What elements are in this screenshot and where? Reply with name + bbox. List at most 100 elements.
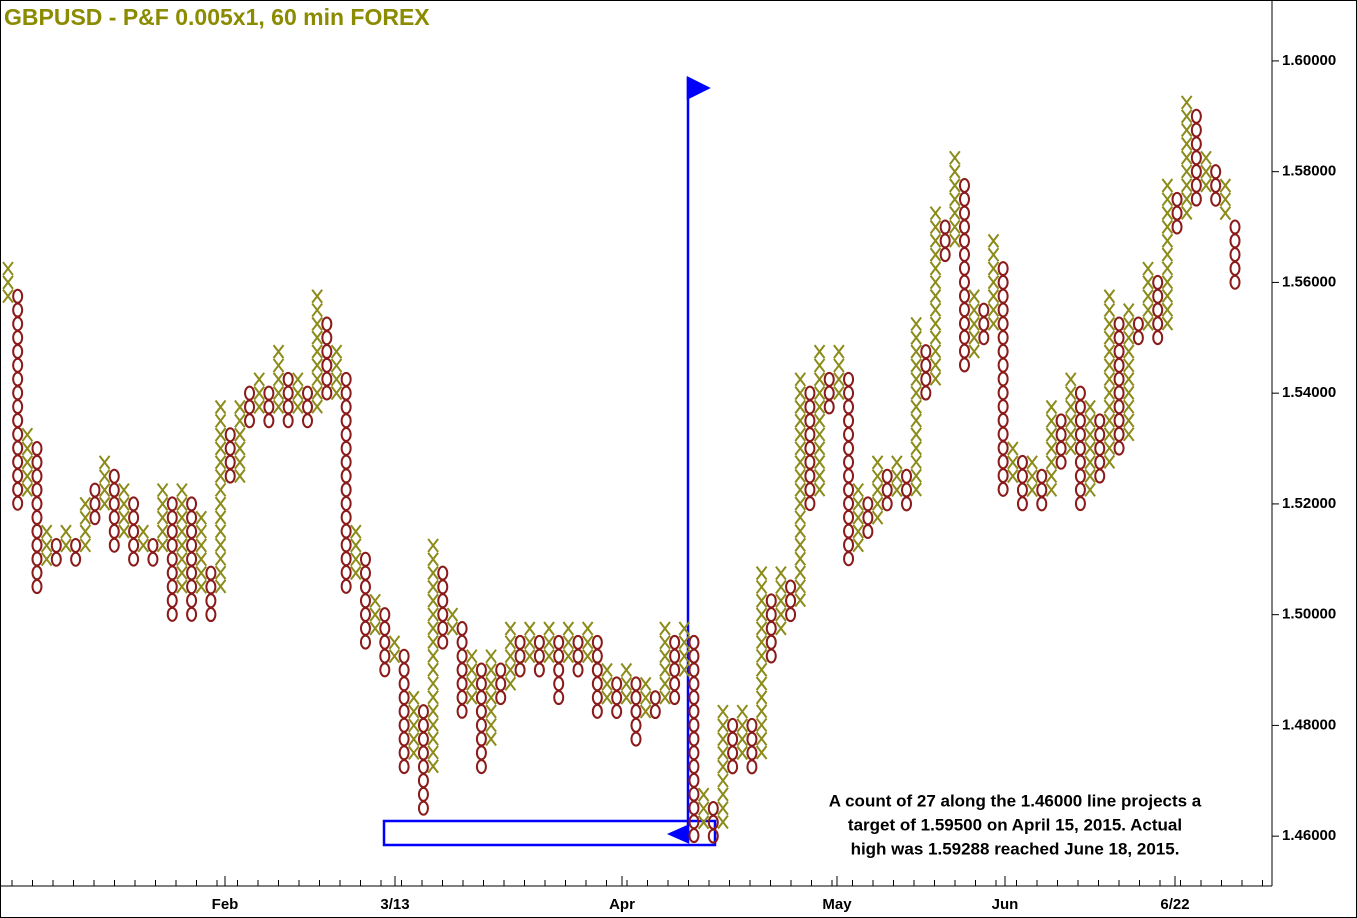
x-column: [504, 621, 517, 691]
o-column: [379, 607, 391, 678]
x-box: [543, 635, 555, 650]
o-box: [1210, 191, 1222, 207]
x-box: [427, 621, 439, 636]
o-box: [997, 481, 1009, 497]
o-column: [746, 717, 758, 775]
x-column: [369, 593, 381, 636]
x-box: [1103, 371, 1116, 387]
x-box: [1045, 441, 1058, 456]
x-box: [775, 579, 787, 595]
x-box: [350, 552, 362, 567]
x-box: [852, 482, 864, 498]
o-box: [572, 662, 584, 678]
x-box: [1103, 330, 1116, 345]
x-box: [407, 732, 420, 747]
x-box: [21, 427, 34, 442]
x-box: [311, 385, 323, 400]
x-box: [1122, 413, 1135, 428]
x-column: [292, 372, 304, 415]
x-box: [871, 482, 884, 498]
x-box: [987, 316, 1000, 331]
o-box: [475, 759, 487, 775]
x-box: [234, 427, 246, 442]
x-box: [1084, 455, 1096, 470]
x-box: [813, 454, 826, 470]
x-box: [987, 247, 1000, 262]
x-box: [427, 607, 439, 622]
x-box: [214, 524, 227, 539]
o-column: [1132, 316, 1144, 346]
o-box: [205, 607, 217, 623]
o-column: [321, 316, 333, 401]
x-box: [2, 275, 14, 290]
o-box: [958, 357, 970, 373]
x-column: [253, 372, 265, 415]
x-box: [871, 469, 884, 484]
x-box: [678, 662, 691, 678]
x-box: [311, 358, 323, 373]
x-box: [234, 413, 246, 428]
x-box: [968, 302, 980, 318]
x-box: [736, 704, 749, 719]
x-box: [176, 538, 188, 553]
x-box: [427, 690, 439, 705]
x-box: [794, 427, 807, 442]
o-column: [224, 427, 236, 484]
x-box: [755, 745, 768, 760]
x-box: [581, 635, 594, 650]
x-box: [659, 635, 671, 650]
x-box: [195, 565, 208, 581]
x-box: [1103, 427, 1116, 442]
o-column: [1152, 274, 1164, 346]
x-box: [968, 289, 980, 304]
x-box: [485, 662, 497, 678]
o-box: [746, 759, 758, 775]
x-box: [1084, 482, 1096, 497]
x-box: [330, 372, 343, 387]
x-box: [659, 676, 671, 691]
o-column: [1094, 413, 1106, 484]
o-box: [862, 524, 874, 540]
x-box: [98, 482, 111, 498]
x-box: [1045, 427, 1058, 442]
x-column: [388, 635, 401, 664]
o-column: [147, 537, 159, 567]
x-box: [272, 344, 285, 359]
x-box: [813, 372, 826, 387]
x-box: [156, 524, 169, 539]
x-box: [717, 801, 729, 816]
x-box: [697, 787, 710, 802]
x-box: [523, 621, 536, 636]
x-box: [214, 413, 227, 428]
x-box: [852, 524, 864, 539]
x-box: [1122, 399, 1135, 414]
x-box: [427, 579, 439, 594]
x-box: [1064, 441, 1077, 456]
o-box: [1171, 219, 1183, 235]
x-box: [195, 552, 208, 567]
x-box: [1103, 385, 1116, 400]
x-box: [1180, 95, 1193, 110]
x-box: [562, 635, 575, 650]
x-box: [118, 524, 130, 539]
x-box: [659, 690, 671, 705]
x-box: [1161, 178, 1174, 193]
x-box: [2, 261, 14, 276]
x-box: [794, 455, 807, 470]
o-box: [244, 413, 256, 429]
x-box: [755, 635, 768, 650]
x-box: [427, 676, 439, 691]
x-box: [833, 385, 845, 401]
o-column: [707, 800, 719, 844]
x-column: [2, 261, 14, 304]
x-column: [21, 427, 34, 498]
x-column: [659, 621, 671, 705]
x-box: [40, 552, 53, 567]
x-box: [1161, 233, 1174, 248]
x-box: [79, 524, 92, 539]
x-box: [311, 289, 323, 304]
x-box: [311, 330, 323, 345]
y-tick-label: 1.46000: [1282, 827, 1336, 844]
x-box: [1142, 289, 1154, 304]
